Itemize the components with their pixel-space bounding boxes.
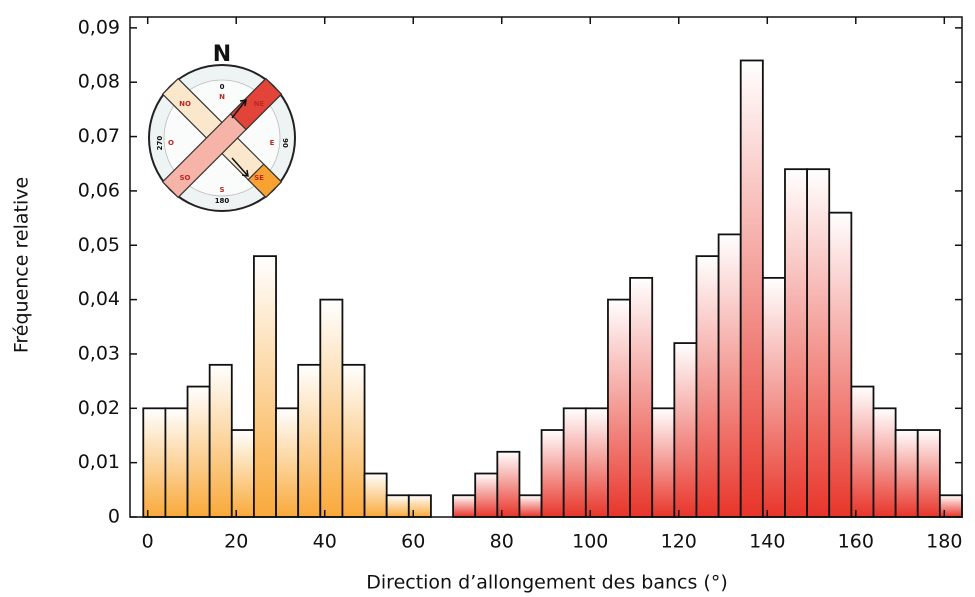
y-tick-label: 0,05 (78, 234, 120, 256)
bar (253, 255, 277, 518)
bar (540, 429, 565, 518)
bar (629, 276, 654, 518)
x-axis-label: Direction d’allongement des bancs (°) (366, 572, 727, 594)
bars (142, 59, 963, 518)
y-axis-label: Fréquence relative (11, 177, 33, 353)
bar (784, 168, 809, 518)
bar (474, 472, 499, 518)
x-tick-label: 160 (838, 531, 874, 553)
compass-label: NO (179, 100, 191, 108)
x-tick-label: 180 (926, 531, 962, 553)
arrow-ne (231, 99, 247, 119)
bar (562, 407, 587, 518)
plot-frame (129, 16, 963, 518)
x-tick-label: 0 (142, 531, 154, 553)
compass-label: 270 (156, 136, 164, 151)
x-tick-label: 80 (490, 531, 514, 553)
compass-label: 180 (215, 197, 230, 205)
bar (761, 276, 786, 518)
y-tick-label: 0,07 (78, 125, 120, 147)
bar (164, 407, 189, 518)
compass-label: NE (254, 100, 265, 108)
bar (407, 494, 432, 518)
bar (297, 363, 322, 518)
compass-label: E (270, 139, 275, 147)
x-tick-label: 140 (749, 531, 785, 553)
compass-label: S (219, 186, 224, 194)
compass-label: O (168, 139, 174, 147)
bar (938, 494, 963, 518)
bar (518, 494, 543, 518)
bar (717, 233, 742, 518)
bar (186, 385, 211, 518)
x-tick-label: 100 (572, 531, 608, 553)
y-tick-label: 0,02 (78, 397, 120, 419)
x-tick-label: 120 (661, 531, 697, 553)
bar (496, 450, 521, 518)
compass-north: N (213, 42, 231, 67)
bar (695, 255, 720, 518)
compass-label: N (219, 93, 225, 101)
bar (673, 342, 698, 518)
compass-label: SE (254, 174, 264, 182)
bar (208, 363, 233, 518)
bar (363, 472, 388, 518)
x-tick-label: 20 (224, 531, 248, 553)
bar (319, 298, 344, 518)
x-tick-label: 40 (313, 531, 337, 553)
x-tick-label: 60 (401, 531, 425, 553)
y-tick-label: 0,09 (78, 16, 120, 38)
compass-label: 90 (281, 138, 289, 148)
bar (341, 363, 366, 518)
bar (739, 59, 764, 518)
y-tick-label: 0 (108, 506, 120, 528)
bar (828, 211, 853, 518)
compass-label: 0 (220, 83, 225, 91)
bar (142, 407, 167, 518)
bar (872, 407, 897, 518)
compass-label: SO (180, 174, 191, 182)
bar (584, 407, 609, 518)
compass-inset: N 0 N NE E 90 SE S 180 SO O 270 NO (148, 42, 296, 212)
bar (230, 429, 255, 518)
bar (275, 407, 300, 518)
y-tick-label: 0,06 (78, 179, 120, 201)
y-tick-label: 0,03 (78, 342, 120, 364)
arrow-se (231, 157, 249, 177)
bar (452, 494, 477, 518)
bar (850, 385, 875, 518)
bar (607, 298, 631, 518)
bar (916, 429, 941, 518)
bar (651, 407, 676, 518)
band-se (161, 77, 283, 199)
bar (385, 494, 410, 518)
bar (894, 429, 919, 518)
bar (806, 168, 831, 518)
y-tick-label: 0,04 (78, 288, 120, 310)
y-tick-label: 0,08 (78, 71, 120, 93)
y-tick-label: 0,01 (78, 451, 120, 473)
